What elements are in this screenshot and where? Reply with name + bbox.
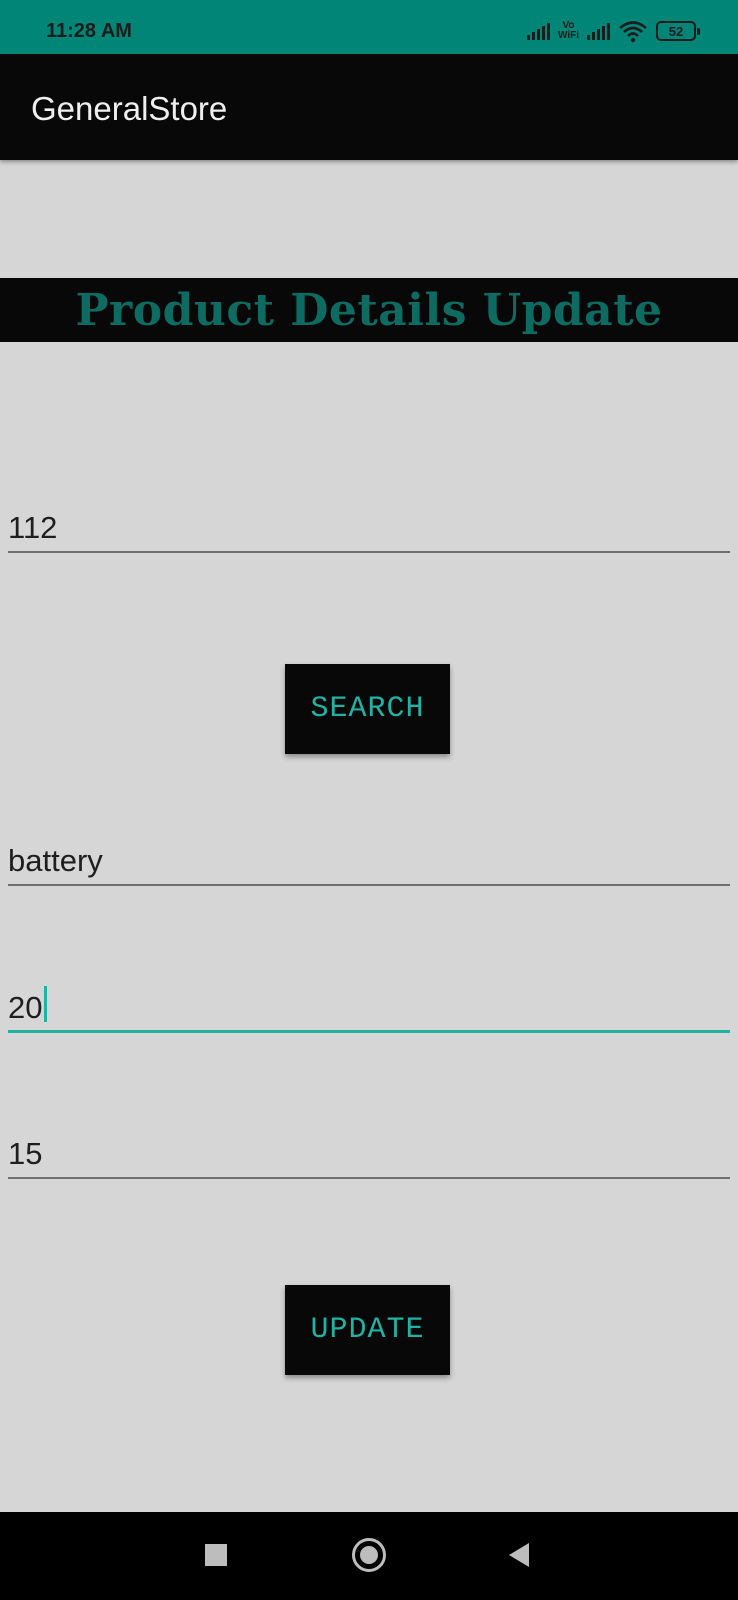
signal-icon <box>587 22 610 40</box>
price-input[interactable] <box>8 1119 730 1179</box>
app-bar: GeneralStore <box>0 54 738 160</box>
update-button[interactable]: UPDATE <box>285 1285 450 1375</box>
status-bar: 11:28 AM Vo WiFi 52 <box>0 0 738 54</box>
back-triangle-icon[interactable] <box>509 1543 529 1567</box>
status-icons: Vo WiFi 52 <box>526 18 700 44</box>
product-name-input[interactable] <box>8 826 730 886</box>
status-time: 11:28 AM <box>46 20 132 42</box>
battery-icon: 52 <box>656 21 700 41</box>
vowifi-icon: Vo WiFi <box>558 21 579 41</box>
signal-icon <box>526 22 550 40</box>
quantity-input[interactable] <box>8 973 730 1033</box>
product-id-input[interactable] <box>8 493 730 553</box>
vowifi-label-bottom: WiFi <box>557 30 579 41</box>
battery-level: 52 <box>668 23 684 39</box>
home-circle-icon[interactable] <box>352 1538 386 1572</box>
app-title: GeneralStore <box>31 90 228 127</box>
recents-square-icon[interactable] <box>205 1544 227 1566</box>
page-heading: Product Details Update <box>75 284 663 336</box>
heading-banner: Product Details Update <box>0 278 738 342</box>
wifi-icon <box>619 21 647 43</box>
vowifi-label-top: Vo <box>562 20 575 31</box>
navigation-bar <box>0 1512 738 1600</box>
search-button[interactable]: SEARCH <box>285 664 450 754</box>
text-caret <box>44 986 47 1022</box>
